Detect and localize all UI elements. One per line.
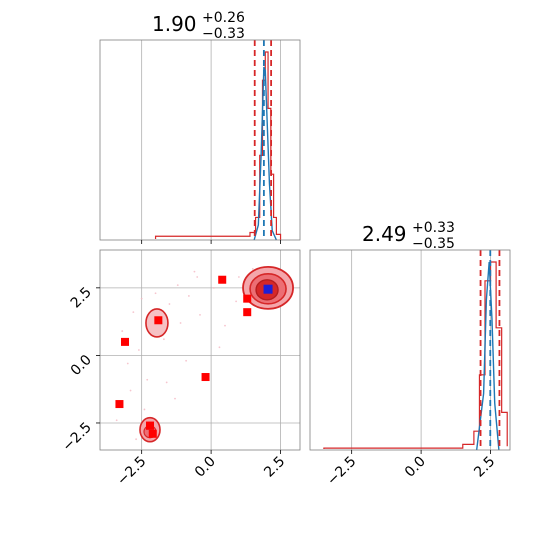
faint-sample-point bbox=[218, 346, 221, 349]
x-tick-label-param2: 0.0 bbox=[402, 454, 429, 481]
faint-sample-point bbox=[199, 313, 201, 316]
faint-sample-point bbox=[251, 268, 254, 270]
x-tick-label-param2: −2.5 bbox=[324, 454, 359, 489]
sample-square-marker bbox=[243, 294, 252, 303]
faint-sample-point bbox=[121, 330, 124, 332]
faint-sample-point bbox=[187, 295, 190, 297]
title-param2: 2.49 +0.33 −0.35 bbox=[362, 220, 455, 252]
x-tick-label-param1: 0.0 bbox=[192, 454, 219, 481]
histogram-param1-panel bbox=[99, 39, 301, 244]
y-tick-label-param2: 0.0 bbox=[68, 352, 95, 379]
faint-sample-point bbox=[143, 408, 146, 411]
sample-square-marker bbox=[218, 275, 227, 284]
sample-square-marker bbox=[154, 316, 163, 325]
faint-sample-point bbox=[146, 378, 149, 381]
faint-sample-point bbox=[196, 276, 199, 278]
title-param2-minus: −0.35 bbox=[412, 236, 455, 252]
faint-sample-point bbox=[135, 438, 138, 441]
title-param2-plus: +0.33 bbox=[412, 220, 455, 236]
sample-square-marker bbox=[201, 373, 210, 382]
x-tick-label-param2: 2.5 bbox=[471, 454, 498, 481]
faint-sample-point bbox=[162, 338, 165, 341]
x-tick-label-param1: −2.5 bbox=[114, 454, 149, 489]
title-param1-median: 1.90 bbox=[152, 12, 197, 36]
faint-sample-point bbox=[212, 286, 215, 289]
faint-sample-point bbox=[237, 276, 240, 278]
faint-sample-point bbox=[185, 359, 188, 362]
faint-sample-point bbox=[132, 311, 135, 314]
axes-frame bbox=[99, 249, 301, 451]
faint-sample-point bbox=[115, 419, 118, 422]
faint-sample-point bbox=[165, 381, 168, 384]
sample-square-marker bbox=[115, 400, 124, 409]
axes-frame bbox=[99, 39, 301, 241]
sample-square-marker bbox=[146, 421, 154, 430]
histogram-param2-red-step bbox=[323, 261, 508, 449]
sample-square-marker bbox=[243, 308, 252, 317]
sample-square-marker bbox=[121, 337, 129, 346]
axes-frame bbox=[309, 249, 511, 451]
y-tick-label-param2: −2.5 bbox=[59, 419, 94, 454]
faint-sample-point bbox=[176, 284, 179, 287]
faint-sample-point bbox=[137, 349, 140, 351]
truth-marker bbox=[263, 284, 273, 294]
faint-sample-point bbox=[193, 270, 196, 273]
histogram-param2-background bbox=[310, 250, 510, 450]
faint-sample-point bbox=[174, 397, 176, 400]
faint-sample-point bbox=[168, 303, 171, 305]
histogram-param2-panel bbox=[309, 249, 511, 454]
sample-square-marker bbox=[148, 429, 157, 438]
title-param2-median: 2.49 bbox=[362, 222, 407, 246]
x-tick-label-param1: 2.5 bbox=[261, 454, 288, 481]
faint-sample-point bbox=[179, 322, 182, 324]
title-param1-minus: −0.33 bbox=[202, 26, 245, 42]
histogram-param2-blue-line bbox=[475, 261, 500, 451]
faint-sample-point bbox=[129, 389, 132, 392]
faint-sample-point bbox=[224, 324, 226, 327]
faint-sample-point bbox=[154, 292, 157, 295]
faint-sample-point bbox=[140, 297, 143, 300]
title-param1: 1.90 +0.26 −0.33 bbox=[152, 10, 245, 42]
y-tick-label-param2: 2.5 bbox=[68, 284, 95, 311]
faint-sample-point bbox=[126, 362, 129, 365]
joint-density-panel bbox=[96, 249, 301, 454]
faint-sample-point bbox=[235, 300, 238, 303]
title-param1-plus: +0.26 bbox=[202, 10, 245, 26]
histogram-param1-background bbox=[100, 40, 300, 240]
